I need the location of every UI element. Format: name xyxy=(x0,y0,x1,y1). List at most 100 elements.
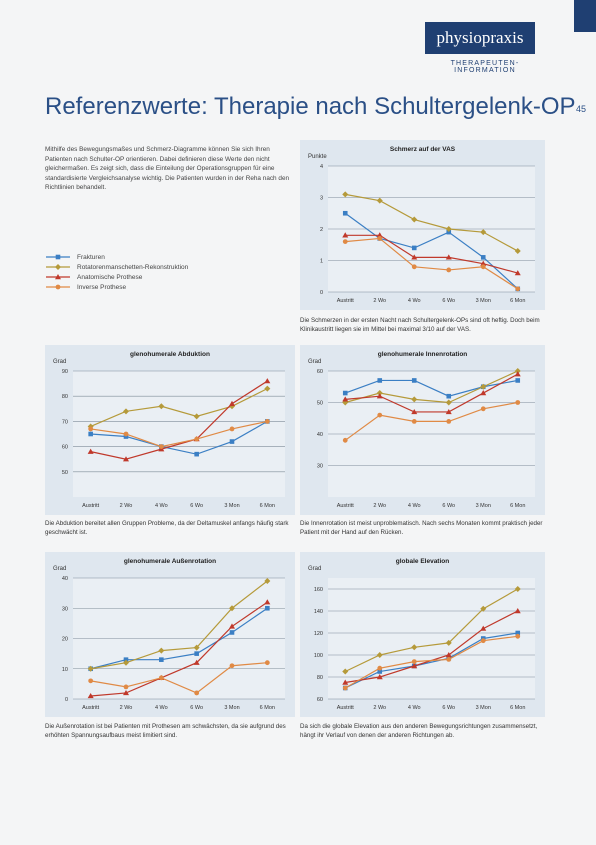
legend-item: Frakturen xyxy=(45,252,188,262)
series-line xyxy=(90,420,268,448)
data-point xyxy=(446,419,452,424)
data-point xyxy=(515,633,521,639)
data-point xyxy=(264,385,271,392)
y-tick-label: 0 xyxy=(65,697,68,703)
x-tick-label: 6 Mon xyxy=(260,503,275,509)
chart-caption: Die Abduktion bereitet allen Gruppen Pro… xyxy=(45,520,289,536)
data-point xyxy=(342,679,349,685)
data-point xyxy=(377,669,383,674)
data-point xyxy=(411,408,418,415)
data-point xyxy=(264,419,270,424)
data-point xyxy=(377,665,383,671)
data-point xyxy=(87,448,94,454)
legend-label: Inverse Prothese xyxy=(77,283,127,291)
series-line xyxy=(90,388,268,427)
logo: physiopraxis xyxy=(425,22,535,54)
data-point xyxy=(376,652,383,658)
data-point xyxy=(123,657,129,662)
logo-subtitle: THERAPEUTEN-INFORMATION xyxy=(450,60,520,74)
x-tick-label: 2 Wo xyxy=(373,503,386,509)
series-line xyxy=(90,601,268,697)
y-tick-label: 80 xyxy=(317,675,323,681)
data-point xyxy=(123,456,129,462)
data-point xyxy=(445,254,452,260)
data-point xyxy=(194,690,200,696)
x-tick-label: 6 Mon xyxy=(510,503,525,509)
y-tick-label: 70 xyxy=(62,419,68,425)
legend-marker xyxy=(55,274,61,280)
data-point xyxy=(342,239,348,244)
data-point xyxy=(123,689,129,696)
data-point xyxy=(514,368,521,374)
y-tick-label: 90 xyxy=(62,369,68,375)
chart: globale Elevation Grad 60 80 100 120 140 160 Aus… xyxy=(300,552,545,717)
data-point xyxy=(342,191,349,198)
x-tick-label: 2 Wo xyxy=(120,503,133,509)
x-tick-label: 6 Wo xyxy=(442,705,455,711)
data-point xyxy=(411,644,418,651)
data-point xyxy=(342,210,348,216)
series-line xyxy=(90,580,268,670)
legend-label: Rotatorenmanschetten-Rekonstruktion xyxy=(77,263,189,271)
chart: glenohumerale Innenrotation Grad 30 40 50 60 A… xyxy=(300,345,545,515)
x-tick-label: 6 Mon xyxy=(510,298,525,304)
chart-title: glenohumerale Außenrotation xyxy=(124,558,216,565)
data-point xyxy=(193,644,200,651)
data-point xyxy=(411,216,418,223)
data-point xyxy=(446,393,452,399)
chart-title: glenohumerale Innenrotation xyxy=(378,351,468,358)
x-tick-label: 2 Wo xyxy=(373,705,386,711)
series-line xyxy=(345,379,518,397)
data-point xyxy=(514,270,521,276)
series-line xyxy=(345,234,518,274)
data-point xyxy=(376,197,383,204)
data-point xyxy=(342,437,348,443)
y-tick-label: 4 xyxy=(320,164,323,170)
data-point xyxy=(229,605,235,612)
x-tick-label: 3 Mon xyxy=(476,503,491,509)
series-line xyxy=(90,380,268,460)
series-line xyxy=(344,635,518,689)
x-tick-label: 4 Wo xyxy=(408,705,421,711)
data-point xyxy=(123,684,129,690)
data-point xyxy=(229,623,235,629)
y-tick-label: 80 xyxy=(62,394,68,400)
data-point xyxy=(229,400,235,406)
data-point xyxy=(514,608,521,614)
chart-caption: Die Schmerzen in der ersten Nacht nach S… xyxy=(300,317,540,333)
data-point xyxy=(376,232,383,238)
data-point xyxy=(123,434,129,439)
data-point xyxy=(515,286,521,292)
x-tick-label: 3 Mon xyxy=(224,705,239,711)
data-point xyxy=(480,406,486,412)
y-tick-label: 60 xyxy=(317,697,323,703)
data-point xyxy=(445,226,452,232)
series-line xyxy=(344,632,518,689)
y-tick-label: 140 xyxy=(314,609,323,615)
legend-marker xyxy=(55,254,61,260)
data-point xyxy=(411,378,417,383)
x-tick-label: Austritt xyxy=(82,503,100,509)
data-point xyxy=(515,378,521,383)
chart-title: glenohumerale Abduktion xyxy=(130,351,210,358)
data-point xyxy=(411,254,418,260)
series-line xyxy=(345,370,518,404)
series-line xyxy=(344,588,519,673)
y-tick-label: 100 xyxy=(314,653,323,659)
data-point xyxy=(123,659,129,666)
data-point xyxy=(158,444,164,449)
x-tick-label: 3 Mon xyxy=(476,705,491,711)
data-point xyxy=(480,638,486,644)
data-point xyxy=(446,267,452,273)
data-point xyxy=(264,599,271,605)
x-tick-label: 3 Mon xyxy=(476,298,491,304)
data-point xyxy=(514,371,521,377)
data-point xyxy=(514,586,521,592)
data-point xyxy=(229,439,235,444)
data-point xyxy=(229,630,235,635)
data-point xyxy=(514,248,521,255)
data-point xyxy=(446,229,452,235)
data-point xyxy=(265,605,270,611)
series-line xyxy=(345,373,519,413)
